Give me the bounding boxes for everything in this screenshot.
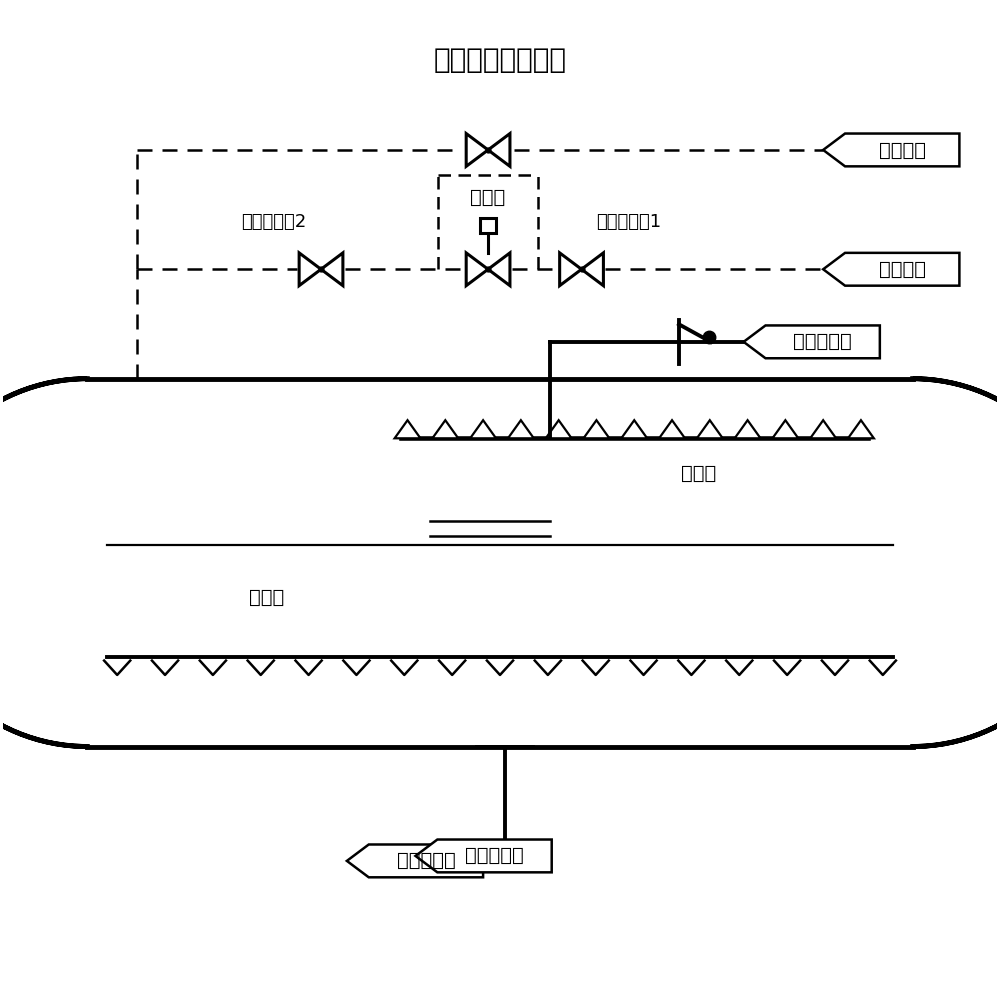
Text: 鼓泡管: 鼓泡管 <box>249 588 284 607</box>
Polygon shape <box>582 253 603 286</box>
Polygon shape <box>488 134 510 166</box>
Text: 除氧器出水: 除氧器出水 <box>465 846 524 865</box>
Text: 除氧器出水: 除氧器出水 <box>397 851 455 870</box>
Text: 气动隔离阀2: 气动隔离阀2 <box>241 212 306 231</box>
Polygon shape <box>848 420 874 438</box>
Bar <box>87 378 913 746</box>
Polygon shape <box>508 420 534 438</box>
Polygon shape <box>395 420 420 438</box>
Polygon shape <box>735 420 761 438</box>
Polygon shape <box>415 839 552 872</box>
Polygon shape <box>466 253 488 286</box>
Wedge shape <box>0 378 87 746</box>
Text: 除氧器进水: 除氧器进水 <box>793 332 852 351</box>
Polygon shape <box>810 420 836 438</box>
Polygon shape <box>321 253 343 286</box>
Bar <box>480 218 496 233</box>
Text: 高压蒸汽: 高压蒸汽 <box>879 141 926 159</box>
Polygon shape <box>621 420 647 438</box>
Polygon shape <box>659 420 685 438</box>
Polygon shape <box>299 253 321 286</box>
Polygon shape <box>697 420 723 438</box>
Text: 高压蒸汽: 高压蒸汽 <box>879 260 926 279</box>
Polygon shape <box>488 253 510 286</box>
Polygon shape <box>744 325 880 358</box>
Polygon shape <box>432 420 458 438</box>
Polygon shape <box>546 420 572 438</box>
Polygon shape <box>823 253 959 286</box>
Polygon shape <box>823 134 959 166</box>
Polygon shape <box>470 420 496 438</box>
Polygon shape <box>560 253 582 286</box>
Text: 稳压阀: 稳压阀 <box>470 188 506 207</box>
Polygon shape <box>772 420 798 438</box>
Polygon shape <box>347 844 483 877</box>
Text: 除氧器蒸汽调节阀: 除氧器蒸汽调节阀 <box>434 46 567 75</box>
Polygon shape <box>584 420 609 438</box>
Text: 喷淋管: 喷淋管 <box>681 464 716 483</box>
Text: 气动隔离阀1: 气动隔离阀1 <box>596 212 662 231</box>
Wedge shape <box>913 378 1000 746</box>
Polygon shape <box>466 134 488 166</box>
